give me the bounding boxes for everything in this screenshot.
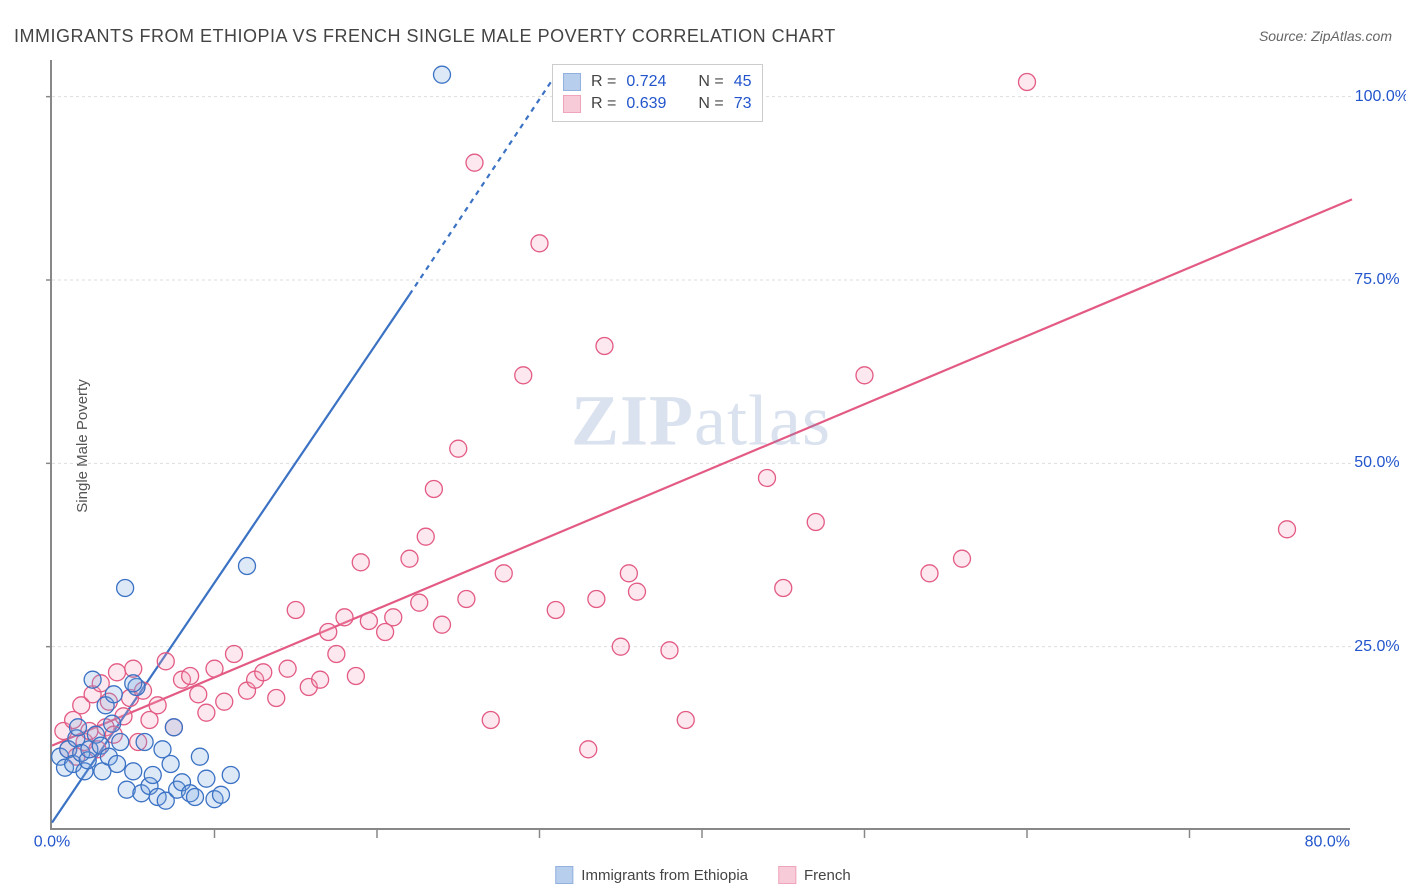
x-legend: Immigrants from Ethiopia French <box>555 866 850 884</box>
y-tick-label: 50.0% <box>1354 454 1399 472</box>
r-value-fr: 0.639 <box>626 95 666 113</box>
r-label-fr: R = <box>591 95 616 113</box>
y-tick-label: 100.0% <box>1355 88 1406 106</box>
legend-swatch-ethiopia-icon <box>555 866 573 884</box>
r-label-eth: R = <box>591 73 616 91</box>
n-label-fr: N = <box>698 95 723 113</box>
x-tick-max: 80.0% <box>1305 834 1350 852</box>
swatch-french-icon <box>563 95 581 113</box>
y-tick-label: 25.0% <box>1354 638 1399 656</box>
legend-item-ethiopia: Immigrants from Ethiopia <box>555 866 748 884</box>
n-label-eth: N = <box>698 73 723 91</box>
x-tick-min: 0.0% <box>34 834 70 852</box>
n-value-fr: 73 <box>734 95 752 113</box>
r-value-eth: 0.724 <box>626 73 666 91</box>
swatch-ethiopia-icon <box>563 73 581 91</box>
legend-swatch-french-icon <box>778 866 796 884</box>
plot-svg <box>52 60 1352 830</box>
plot-area: ZIPatlas R = 0.724 N = 45 R = 0.639 N = … <box>50 60 1350 830</box>
source-label: Source: ZipAtlas.com <box>1259 28 1392 44</box>
legend-label-ethiopia: Immigrants from Ethiopia <box>581 867 748 884</box>
chart-title: IMMIGRANTS FROM ETHIOPIA VS FRENCH SINGL… <box>14 26 836 47</box>
stats-row-ethiopia: R = 0.724 N = 45 <box>563 71 752 93</box>
correlation-stats-box: R = 0.724 N = 45 R = 0.639 N = 73 <box>552 64 763 122</box>
stats-row-french: R = 0.639 N = 73 <box>563 93 752 115</box>
legend-label-french: French <box>804 867 851 884</box>
header: IMMIGRANTS FROM ETHIOPIA VS FRENCH SINGL… <box>14 20 1392 52</box>
legend-item-french: French <box>778 866 851 884</box>
n-value-eth: 45 <box>734 73 752 91</box>
y-tick-label: 75.0% <box>1354 271 1399 289</box>
